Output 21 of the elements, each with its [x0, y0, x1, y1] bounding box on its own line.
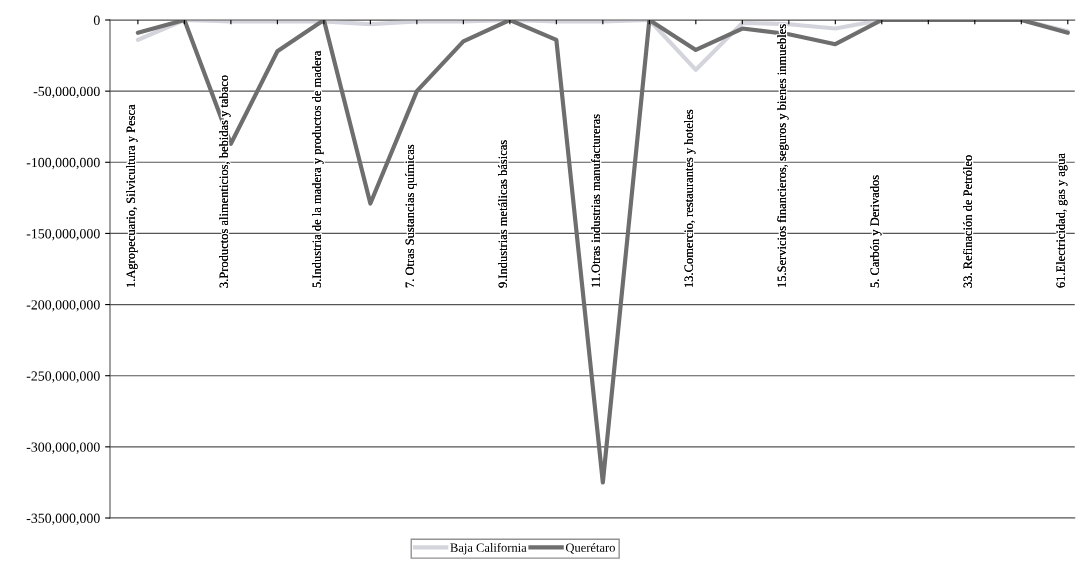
x-tick-label: 11.Otras industrias manufactureras — [591, 114, 601, 287]
x-tick-label: 7. Otras Sustancias químicas — [405, 144, 417, 288]
x-tick-label: 15.Servicios financieros, seguros y bienes inmuebles — [777, 24, 789, 287]
legend-label: Querétaro — [565, 543, 615, 554]
x-tick-label: 61.Electricidad, gas y agua — [1056, 153, 1068, 288]
x-tick-label: 9.Industrias metálicas básicas — [498, 140, 508, 288]
y-tick-label: -200,000,000 — [26, 300, 100, 312]
y-tick-label: -150,000,000 — [26, 229, 100, 241]
x-tick-label: 5. Carbón y Derivados — [870, 175, 882, 288]
x-tick-label: 3.Productos alimenticios, bebidas y tabaco — [219, 75, 231, 288]
y-tick-label: -100,000,000 — [26, 157, 100, 170]
y-tick-label: 0 — [93, 15, 100, 25]
x-tick-label: 5.Industria de la madera y productos de madera — [312, 50, 324, 288]
y-tick-label: -50,000,000 — [33, 86, 100, 99]
x-tick-label: 33. Refinación de Petróleo — [963, 155, 972, 288]
legend-label: Baja California — [450, 542, 527, 555]
y-tick-label: -350,000,000 — [26, 513, 100, 525]
x-tick-label: 1.Agropecuario, Silvicultura y Pesca — [126, 104, 138, 287]
x-tick-label: 13.Comercio, restaurantes y hoteles — [684, 109, 696, 287]
y-tick-label: -300,000,000 — [26, 442, 100, 454]
y-tick-label: -250,000,000 — [26, 371, 100, 383]
